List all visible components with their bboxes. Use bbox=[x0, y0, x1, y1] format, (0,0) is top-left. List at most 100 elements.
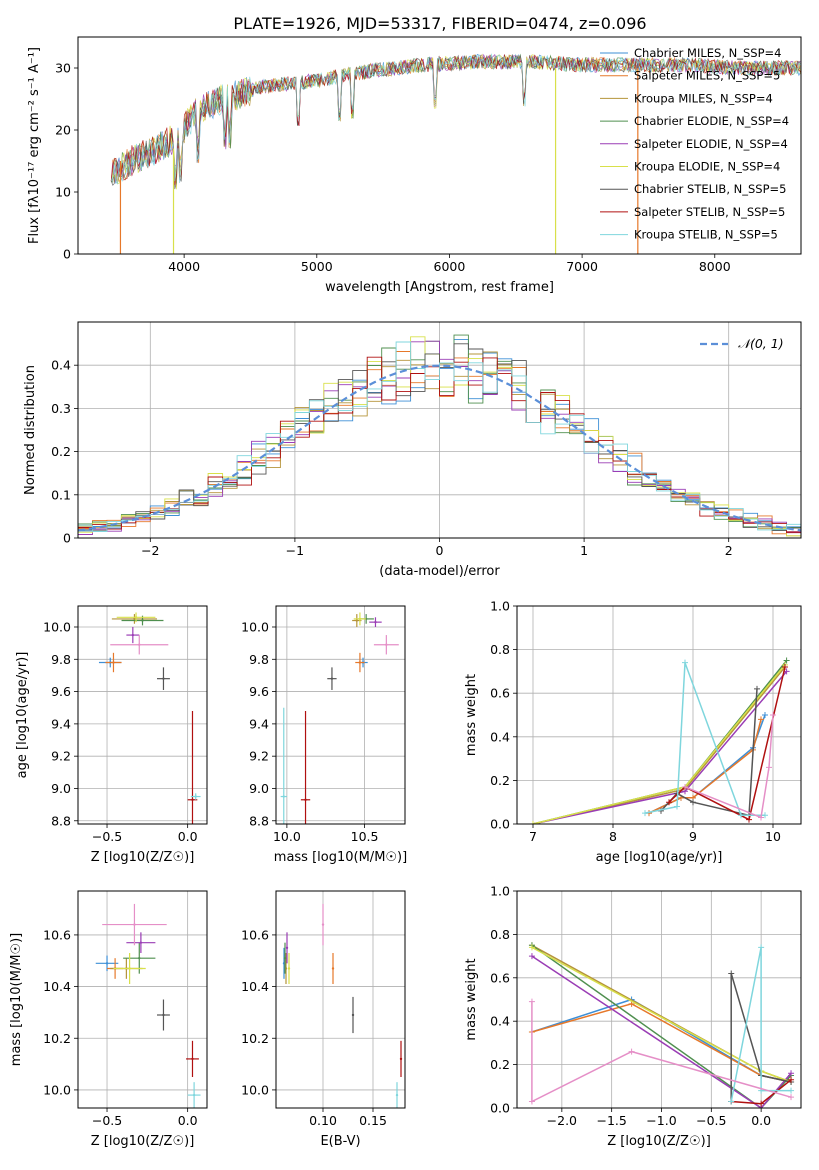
weight-marker bbox=[782, 664, 788, 671]
y-tick-label: 10.2 bbox=[241, 1031, 269, 1046]
x-tick-label: −2 bbox=[141, 543, 159, 558]
y-tick-label: 9.6 bbox=[51, 684, 71, 699]
data-point bbox=[351, 1013, 355, 1017]
data-point bbox=[138, 643, 141, 646]
data-point bbox=[162, 1013, 165, 1017]
data-point bbox=[304, 798, 307, 801]
legend-label-6: Chabrier STELIB, N_SSP=5 bbox=[634, 182, 786, 196]
y-tick-label: 0 bbox=[63, 247, 71, 262]
y-tick-label: 0.0 bbox=[490, 817, 510, 832]
weight-marker bbox=[746, 816, 752, 823]
y-axis-label: Flux [fλ10⁻¹⁷ erg cm⁻² s⁻¹ A⁻¹] bbox=[27, 47, 42, 244]
plot-area bbox=[98, 612, 201, 824]
weight-series-4 bbox=[531, 955, 792, 1108]
weight-marker bbox=[788, 1087, 795, 1094]
x-axis-label: E(B-V) bbox=[320, 1134, 360, 1149]
legend-label-0: Chabrier MILES, N_SSP=4 bbox=[634, 46, 781, 60]
data-point bbox=[283, 956, 287, 960]
data-point bbox=[374, 620, 377, 624]
weight-marker bbox=[766, 764, 772, 771]
legend-label-2: Kroupa MILES, N_SSP=4 bbox=[634, 91, 773, 105]
x-tick-label: −0.5 bbox=[696, 1113, 726, 1128]
y-tick-label: 9.2 bbox=[249, 749, 269, 764]
y-axis-label: age [log10(age/yr)] bbox=[15, 652, 30, 779]
axes-frame bbox=[516, 890, 802, 1109]
weight-marker bbox=[530, 821, 536, 824]
y-tick-label: 0.1 bbox=[51, 487, 71, 502]
plot-area bbox=[110, 53, 801, 254]
x-tick-label: −0.5 bbox=[92, 1113, 122, 1128]
x-tick-label: 0.15 bbox=[359, 1113, 387, 1128]
data-point bbox=[105, 962, 109, 965]
data-point bbox=[358, 617, 362, 621]
weight-series-9 bbox=[531, 1001, 792, 1103]
weight-marker bbox=[728, 1098, 735, 1105]
data-point bbox=[321, 923, 325, 926]
x-tick-label: 5000 bbox=[301, 259, 333, 274]
weight-marker bbox=[762, 712, 768, 718]
weight-series-4 bbox=[532, 670, 788, 824]
plot-area bbox=[280, 612, 399, 824]
x-tick-label: 4000 bbox=[168, 259, 200, 274]
weight-marker bbox=[628, 1048, 635, 1055]
x-tick-label: 1 bbox=[580, 543, 588, 558]
panel-weight_vs_age: 7 8 9 10 0.0 0.2 0.4 0.6 0.8 1.0 age [log10(age/yr… bbox=[464, 599, 802, 865]
weight-marker bbox=[754, 685, 760, 692]
plot-area bbox=[95, 903, 201, 1108]
x-tick-label: 6000 bbox=[434, 259, 466, 274]
data-point bbox=[385, 643, 388, 646]
plot-area bbox=[530, 657, 790, 824]
panel-spectrum: 4000 5000 6000 7000 8000 0 10 20 30 wavelength [A… bbox=[27, 36, 802, 295]
x-tick-label: −2.0 bbox=[547, 1113, 577, 1128]
weight-marker bbox=[682, 659, 688, 666]
weight-series-3 bbox=[531, 944, 792, 1108]
panel-mass_vs_Z: −0.5 0.0 10.0 10.2 10.4 10.6 Z [log10(Z/Z☉)] ma… bbox=[9, 890, 208, 1149]
x-tick-label: 0.0 bbox=[178, 1113, 198, 1128]
y-tick-label: 0.6 bbox=[490, 970, 510, 985]
weight-marker bbox=[690, 799, 696, 806]
y-tick-label: 0.4 bbox=[51, 358, 71, 373]
y-tick-label: 0.3 bbox=[51, 401, 71, 416]
data-point bbox=[133, 617, 136, 621]
weight-marker bbox=[783, 657, 790, 664]
y-tick-label: 0.8 bbox=[490, 927, 510, 942]
data-point bbox=[138, 956, 141, 960]
weight-marker bbox=[788, 1094, 795, 1101]
x-axis-label: (data-model)/error bbox=[379, 564, 500, 579]
weight-marker bbox=[666, 799, 672, 806]
x-tick-label: −1 bbox=[286, 543, 304, 558]
data-point bbox=[131, 633, 135, 637]
x-tick-label: 0 bbox=[436, 543, 444, 558]
y-tick-label: 0 bbox=[63, 531, 71, 546]
data-point bbox=[191, 798, 194, 801]
weight-marker bbox=[758, 814, 764, 821]
panel-age_vs_Z: −0.5 0.0 8.8 9.0 9.2 9.4 9.6 9.8 10.0 Z [log10(Z/… bbox=[15, 605, 208, 865]
y-tick-label: 0.8 bbox=[490, 642, 510, 657]
histogram-series-4 bbox=[78, 340, 801, 535]
weight-marker bbox=[788, 1070, 795, 1077]
y-tick-label: 9.2 bbox=[51, 749, 71, 764]
data-point bbox=[194, 795, 197, 798]
axes-frame bbox=[275, 890, 406, 1109]
y-tick-label: 9.8 bbox=[249, 652, 269, 667]
legend-label-7: Salpeter STELIB, N_SSP=5 bbox=[634, 205, 785, 219]
y-tick-label: 0.0 bbox=[490, 1101, 510, 1116]
data-point bbox=[358, 661, 362, 664]
legend-label-4: Salpeter ELODIE, N_SSP=4 bbox=[634, 137, 788, 151]
gaussian-curve bbox=[78, 364, 801, 532]
x-tick-label: 7 bbox=[529, 829, 537, 844]
y-tick-label: 30 bbox=[55, 61, 71, 76]
y-tick-label: 8.8 bbox=[51, 813, 71, 828]
x-tick-label: 8000 bbox=[699, 259, 731, 274]
y-tick-label: 0.2 bbox=[490, 1057, 510, 1072]
weight-marker bbox=[528, 1098, 535, 1105]
x-axis-label: Z [log10(Z/Z☉)] bbox=[91, 850, 195, 865]
x-tick-label: 8 bbox=[609, 829, 617, 844]
data-point bbox=[282, 795, 285, 798]
y-tick-label: 1.0 bbox=[490, 884, 510, 899]
x-tick-label: 0.0 bbox=[751, 1113, 771, 1128]
axes-frame bbox=[77, 605, 208, 825]
panel-weight_vs_Z: −2.0 −1.5 −1.0 −0.5 0.0 0.0 0.2 0.4 0.6 0.8 1.0 Z [… bbox=[464, 884, 802, 1149]
spectrum-line-7 bbox=[110, 54, 801, 186]
